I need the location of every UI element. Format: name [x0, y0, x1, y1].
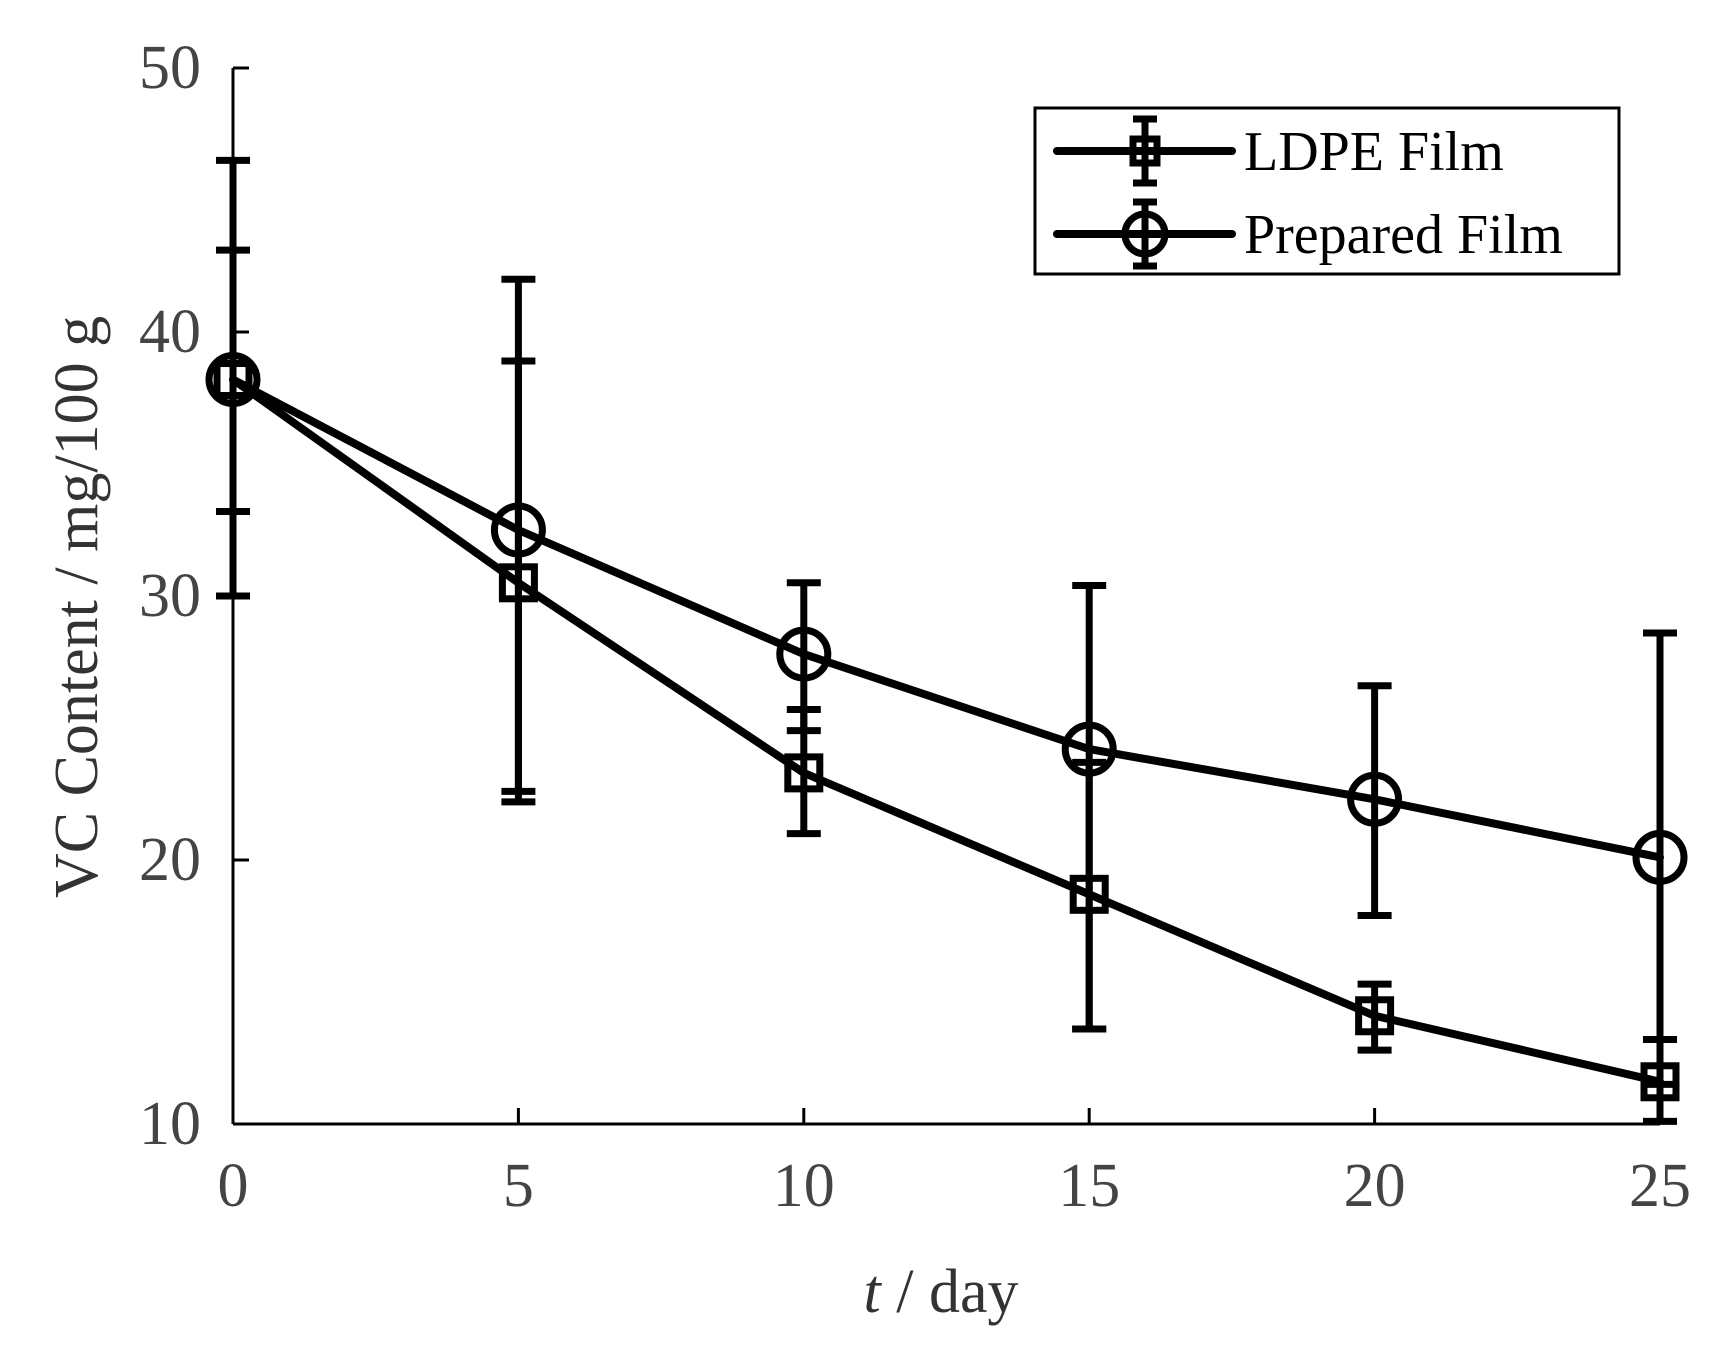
y-axis-label: VC Content / mg/100 g: [43, 316, 111, 898]
series-line-circle: [229, 375, 1664, 862]
series-circle: [205, 156, 1688, 1088]
legend: LDPE Film Prepared Film: [1033, 106, 1621, 276]
data-point-circle: [776, 626, 832, 682]
data-point-circle: [205, 352, 261, 408]
data-point-square: [1355, 996, 1395, 1036]
series-line-square: [229, 375, 1664, 1086]
x-tick-label: 15: [1058, 1152, 1120, 1220]
y-tick-label: 10: [139, 1090, 201, 1158]
x-tick-label: 0: [218, 1152, 249, 1220]
x-axis-label-unit: / day: [881, 1258, 1019, 1326]
series-square: [213, 246, 1680, 1125]
x-tick-label: 5: [503, 1152, 534, 1220]
legend-marker-circle: [1121, 210, 1169, 258]
x-tick-label: 20: [1344, 1152, 1406, 1220]
y-tick-label: 50: [139, 34, 201, 102]
legend-label: Prepared Film: [1244, 204, 1563, 266]
x-tick-label: 25: [1629, 1152, 1691, 1220]
axes: 10 20 30 40 50 0 5 10 15 20 25: [139, 34, 1691, 1220]
data-point-circle: [490, 502, 546, 558]
x-tick-label: 10: [773, 1152, 835, 1220]
data-point-circle: [1061, 721, 1117, 777]
data-point-square: [784, 753, 824, 793]
legend-label: LDPE Film: [1244, 121, 1504, 183]
y-tick-label: 30: [139, 562, 201, 630]
series-layer: [205, 156, 1688, 1125]
legend-marker-square: [1129, 135, 1161, 167]
data-point-circle: [1632, 829, 1688, 885]
x-axis-label: t / day: [864, 1258, 1019, 1326]
y-tick-label: 20: [139, 826, 201, 894]
data-point-circle: [1347, 771, 1403, 827]
y-tick-label: 40: [139, 298, 201, 366]
x-axis-label-variable: t: [864, 1258, 883, 1326]
